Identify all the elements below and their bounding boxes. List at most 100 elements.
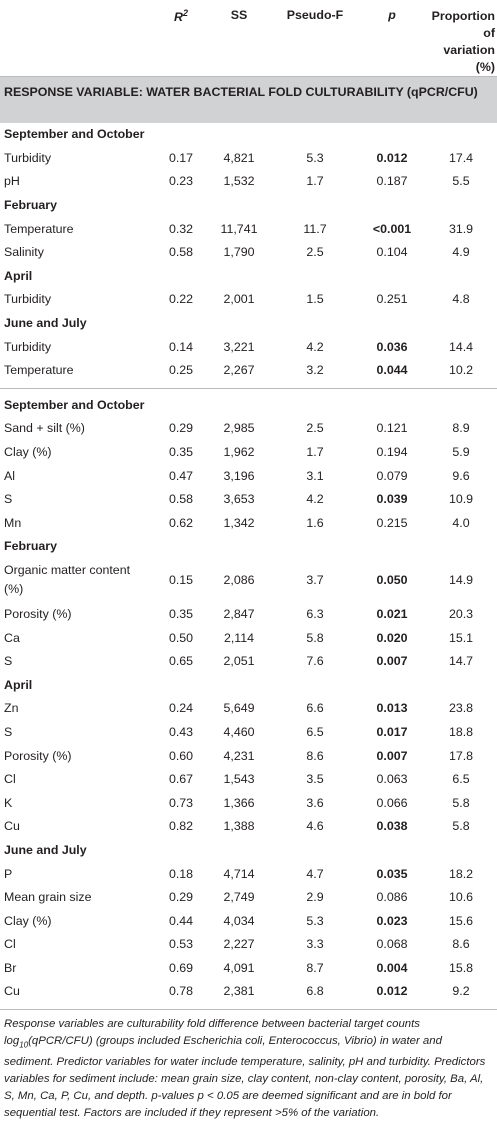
section-row: April <box>0 673 497 697</box>
variable-name: Ca <box>4 630 20 645</box>
variable-name: S <box>4 724 13 739</box>
table-row: Mn 0.62 1,342 1.6 0.215 4.0 <box>0 511 497 535</box>
pseudo-f-value: 3.7 <box>306 573 324 588</box>
proportion-value: 4.9 <box>452 245 470 260</box>
variable-name: Al <box>4 468 16 483</box>
ss-value: 2,847 <box>223 606 255 621</box>
p-value: 0.039 <box>376 492 408 507</box>
variable-name: Salinity <box>4 245 44 260</box>
table-row: Clay (%) 0.35 1,962 1.7 0.194 5.9 <box>0 440 497 464</box>
r2-value: 0.43 <box>168 724 194 739</box>
proportion-value: 23.8 <box>448 701 474 716</box>
table-row: Cl 0.67 1,543 3.5 0.063 6.5 <box>0 767 497 791</box>
header-r2: R2 <box>155 0 207 77</box>
table-row: Zn 0.24 5,649 6.6 0.013 23.8 <box>0 697 497 721</box>
table-row: P 0.18 4,714 4.7 0.035 18.2 <box>0 862 497 886</box>
header-r2-label: R2 <box>174 8 188 25</box>
ss-value: 5,649 <box>223 701 255 716</box>
variable-name: Br <box>4 960 17 975</box>
section-row: February <box>0 535 497 559</box>
pseudo-f-value: 4.2 <box>306 492 324 507</box>
proportion-value: 10.2 <box>448 363 474 378</box>
r2-value: 0.73 <box>168 795 194 810</box>
table-row: Porosity (%) 0.60 4,231 8.6 0.007 17.8 <box>0 744 497 768</box>
variable-name: Porosity (%) <box>4 748 72 763</box>
section-row: September and October <box>0 123 497 147</box>
r2-value: 0.35 <box>168 445 194 460</box>
table-end-line <box>0 1003 497 1011</box>
proportion-value: 4.8 <box>452 292 470 307</box>
p-value: 0.007 <box>376 654 408 669</box>
p-value: 0.020 <box>376 630 408 645</box>
pseudo-f-value: 2.5 <box>306 421 324 436</box>
variable-name: Turbidity <box>4 292 52 307</box>
pseudo-f-value: 3.3 <box>306 937 324 952</box>
table-row: Ca 0.50 2,114 5.8 0.020 15.1 <box>0 626 497 650</box>
p-value: 0.038 <box>376 819 408 834</box>
p-value: 0.086 <box>376 890 408 905</box>
proportion-value: 14.7 <box>448 654 474 669</box>
section-label: September and October <box>4 127 145 142</box>
variable-name: Sand + silt (%) <box>4 421 85 436</box>
r2-value: 0.24 <box>168 701 194 716</box>
proportion-value: 10.9 <box>448 492 474 507</box>
table-row: Organic matter content (%) 0.15 2,086 3.7 0.… <box>0 558 497 602</box>
table-row: Mean grain size 0.29 2,749 2.9 0.086 10.6 <box>0 885 497 909</box>
divider-cell <box>0 388 497 394</box>
pseudo-f-value: 2.5 <box>306 245 324 260</box>
variable-name: Clay (%) <box>4 913 52 928</box>
section-label: June and July <box>4 842 87 857</box>
header-p: p <box>359 0 425 77</box>
table-row: Clay (%) 0.44 4,034 5.3 0.023 15.6 <box>0 909 497 933</box>
ss-value: 4,034 <box>223 913 255 928</box>
table-row: Porosity (%) 0.35 2,847 6.3 0.021 20.3 <box>0 602 497 626</box>
pseudo-f-value: 7.6 <box>306 654 324 669</box>
variable-name: Clay (%) <box>4 445 52 460</box>
table-header: R2 SS Pseudo-F p Proportion of variation… <box>0 0 497 77</box>
r2-value: 0.44 <box>168 913 194 928</box>
proportion-value: 10.6 <box>448 890 474 905</box>
r2-value: 0.47 <box>168 468 194 483</box>
proportion-value: 18.8 <box>448 724 474 739</box>
ss-value: 1,342 <box>223 515 255 530</box>
ss-value: 4,821 <box>223 150 255 165</box>
pseudo-f-value: 4.2 <box>306 339 324 354</box>
ss-value: 2,267 <box>223 363 255 378</box>
r2-value: 0.35 <box>168 606 194 621</box>
proportion-value: 15.1 <box>448 630 474 645</box>
proportion-value: 15.8 <box>448 960 474 975</box>
r2-value: 0.53 <box>168 937 194 952</box>
variable-name: Porosity (%) <box>4 606 72 621</box>
pseudo-f-value: 6.5 <box>306 724 324 739</box>
proportion-value: 8.6 <box>452 937 470 952</box>
variable-name: K <box>4 795 13 810</box>
pseudo-f-value: 5.8 <box>306 630 324 645</box>
ss-value: 1,790 <box>223 245 255 260</box>
table-row: Al 0.47 3,196 3.1 0.079 9.6 <box>0 464 497 488</box>
r2-value: 0.62 <box>168 515 194 530</box>
variable-name: Zn <box>4 701 19 716</box>
proportion-value: 9.6 <box>452 468 470 483</box>
r2-value: 0.14 <box>168 339 194 354</box>
table-row: S 0.43 4,460 6.5 0.017 18.8 <box>0 720 497 744</box>
section-row: June and July <box>0 838 497 862</box>
r2-value: 0.65 <box>168 654 194 669</box>
table-body: RESPONSE VARIABLE: WATER BACTERIAL FOLD … <box>0 76 497 1011</box>
proportion-value: 5.5 <box>452 174 470 189</box>
ss-value: 11,741 <box>220 221 258 236</box>
pseudo-f-value: 1.7 <box>306 174 324 189</box>
ss-value: 1,962 <box>223 445 255 460</box>
variable-name: S <box>4 492 13 507</box>
table-row: Turbidity 0.22 2,001 1.5 0.251 4.8 <box>0 288 497 312</box>
r2-value: 0.29 <box>168 890 194 905</box>
variable-name: S <box>4 654 13 669</box>
table-row: pH 0.23 1,532 1.7 0.187 5.5 <box>0 170 497 194</box>
ss-value: 3,653 <box>223 492 255 507</box>
variable-name: Mn <box>4 515 22 530</box>
ss-value: 4,091 <box>223 960 255 975</box>
p-value: 0.012 <box>376 984 408 999</box>
r2-value: 0.22 <box>168 292 194 307</box>
section-row: April <box>0 264 497 288</box>
section-label: February <box>4 198 58 213</box>
ss-value: 2,985 <box>223 421 255 436</box>
